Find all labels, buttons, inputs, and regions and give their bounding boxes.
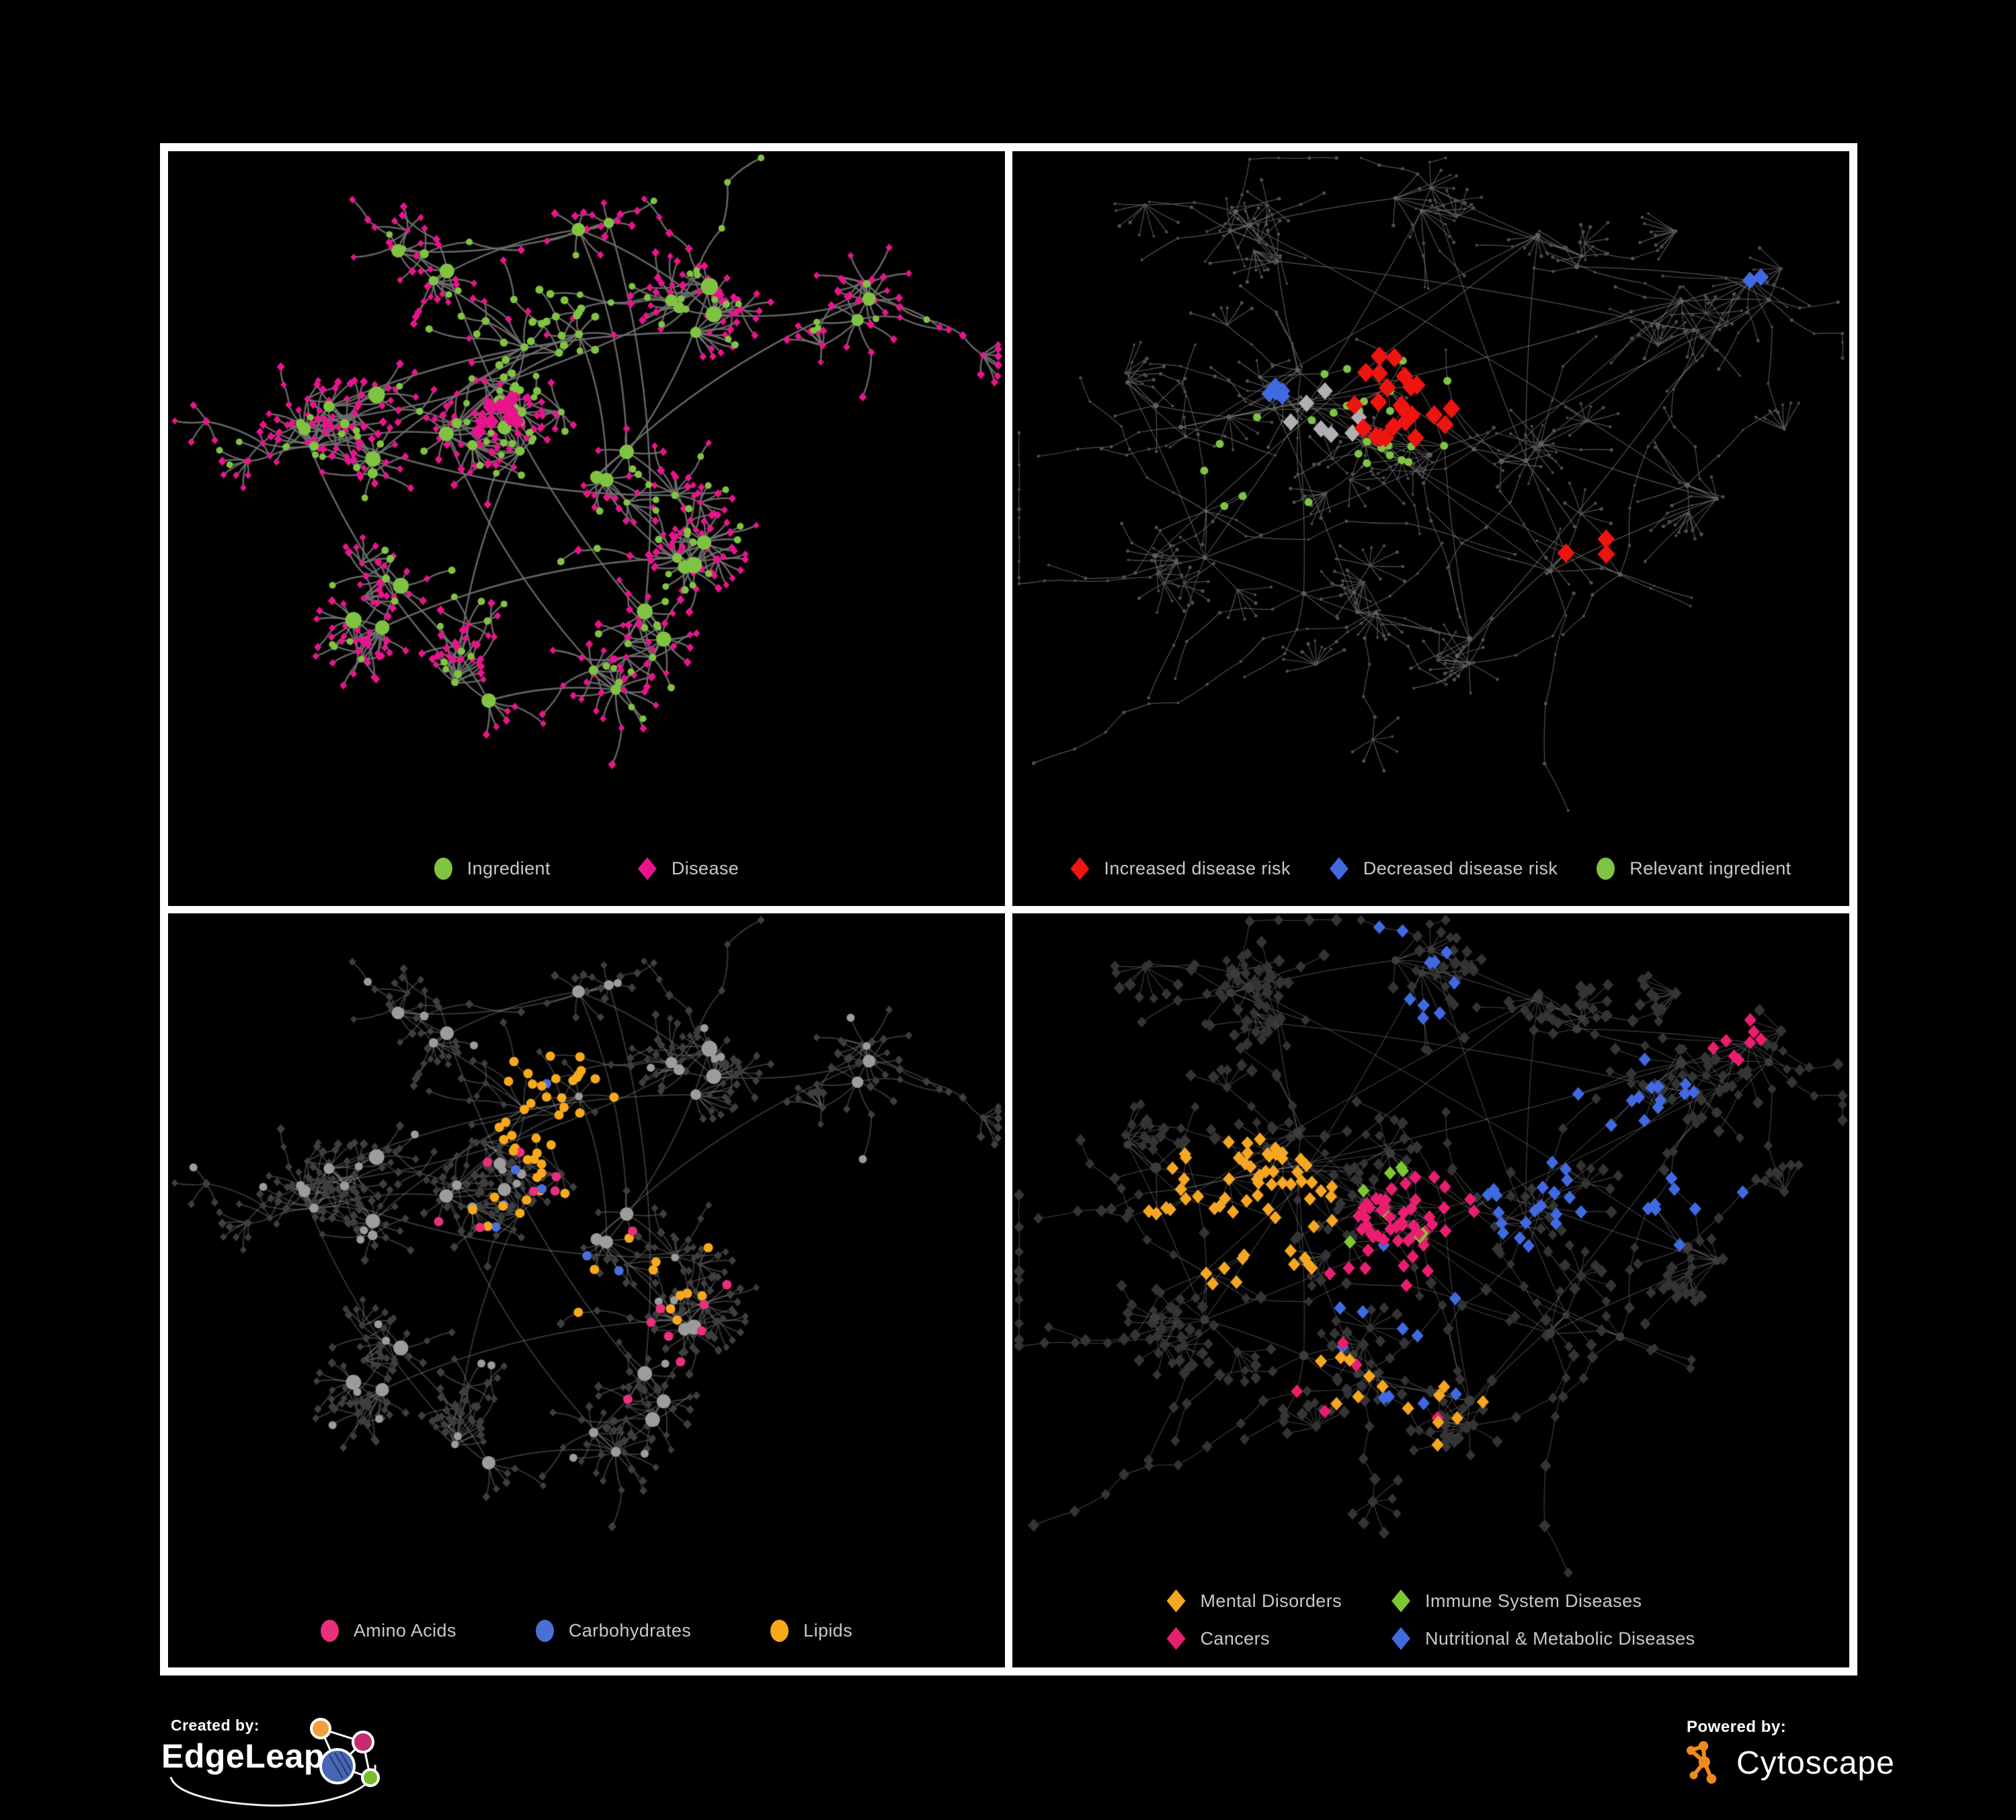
legend-macronutrients: Amino Acids Carbohydrates Lipids — [168, 1620, 1005, 1642]
legend-item-lipids: Lipids — [770, 1620, 852, 1642]
panel-macronutrients: Amino Acids Carbohydrates Lipids — [168, 913, 1005, 1667]
network-canvas-disease-risk — [1012, 151, 1849, 906]
legend-item-ingredient: Ingredient — [434, 858, 551, 880]
legend-label: Increased disease risk — [1104, 858, 1291, 878]
legend-label: Cancers — [1200, 1628, 1270, 1649]
legend-ingredient-disease: Ingredient Disease — [168, 857, 1005, 880]
edgeleap-logo-icon — [169, 1718, 380, 1807]
legend-item-disease: Disease — [637, 857, 739, 880]
decreased-risk-diamond-icon — [1329, 857, 1348, 880]
legend-label: Decreased disease risk — [1363, 858, 1558, 878]
legend-item-nutritional-metabolic: Nutritional & Metabolic Diseases — [1392, 1627, 1695, 1650]
legend-item-increased-risk: Increased disease risk — [1070, 857, 1291, 880]
legend-label: Relevant ingredient — [1629, 858, 1791, 878]
legend-label: Mental Disorders — [1200, 1590, 1342, 1611]
amino-acids-circle-icon — [320, 1620, 339, 1642]
legend-item-amino-acids: Amino Acids — [320, 1620, 456, 1642]
legend-item-decreased-risk: Decreased disease risk — [1329, 857, 1558, 880]
edgeleap-logo: Created by: EdgeLeap — [161, 1712, 403, 1820]
legend-item-carbohydrates: Carbohydrates — [535, 1620, 692, 1642]
figure-grid: Ingredient Disease Increased disease ris… — [160, 143, 1857, 1676]
legend-item-mental-disorders: Mental Disorders — [1166, 1589, 1342, 1612]
cytoscape-logo: Powered by: Cytoscape — [1684, 1718, 1895, 1785]
legend-label: Lipids — [803, 1620, 853, 1641]
network-canvas-ingredient-disease — [168, 151, 1005, 906]
legend-disease-categories: Mental Disorders Immune System Diseases … — [1012, 1589, 1849, 1650]
legend-label: Immune System Diseases — [1425, 1590, 1642, 1611]
panel-disease-categories: Mental Disorders Immune System Diseases … — [1012, 913, 1849, 1667]
increased-risk-diamond-icon — [1070, 857, 1090, 880]
legend-label: Amino Acids — [353, 1620, 456, 1641]
powered-by-label: Powered by: — [1687, 1718, 1787, 1736]
disease-diamond-icon — [637, 857, 657, 880]
nutritional-metabolic-diamond-icon — [1392, 1627, 1410, 1650]
legend-label: Disease — [671, 858, 739, 878]
relevant-ingredient-circle-icon — [1597, 858, 1615, 880]
lipids-circle-icon — [770, 1620, 789, 1642]
legend-label: Ingredient — [467, 858, 551, 878]
legend-label: Carbohydrates — [568, 1620, 692, 1641]
panel-ingredient-disease: Ingredient Disease — [168, 151, 1005, 906]
panel-disease-risk: Increased disease risk Decreased disease… — [1012, 151, 1849, 906]
network-canvas-disease-categories — [1012, 913, 1849, 1667]
network-canvas-macronutrients — [168, 913, 1005, 1667]
created-by-label: Created by: — [171, 1716, 260, 1734]
legend-item-relevant-ingredient: Relevant ingredient — [1597, 858, 1791, 880]
ingredient-circle-icon — [434, 858, 452, 880]
legend-label: Nutritional & Metabolic Diseases — [1425, 1628, 1695, 1649]
legend-item-cancers: Cancers — [1166, 1627, 1342, 1650]
legend-item-immune-system-diseases: Immune System Diseases — [1392, 1589, 1695, 1612]
cancers-diamond-icon — [1166, 1627, 1186, 1650]
edgeleap-brand-text: EdgeLeap — [161, 1737, 325, 1775]
mental-disorders-diamond-icon — [1166, 1589, 1186, 1612]
immune-system-diamond-icon — [1392, 1589, 1410, 1612]
legend-disease-risk: Increased disease risk Decreased disease… — [1012, 857, 1849, 880]
carbohydrates-circle-icon — [535, 1620, 554, 1642]
cytoscape-brand-text: Cytoscape — [1736, 1745, 1895, 1781]
cytoscape-logo-icon — [1686, 1741, 1717, 1784]
